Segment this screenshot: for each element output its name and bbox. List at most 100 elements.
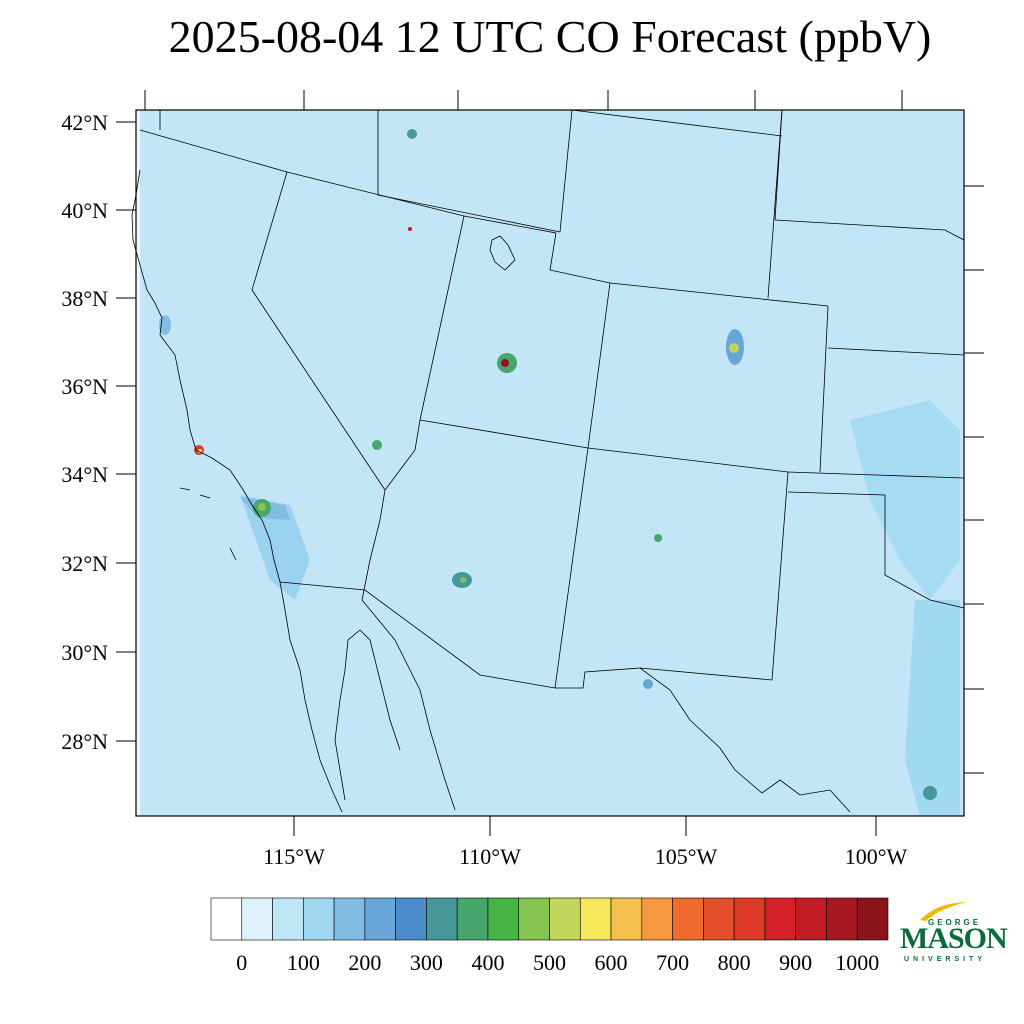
ut-az-border bbox=[419, 419, 589, 449]
nm-az-border bbox=[554, 447, 589, 689]
colorbar-swatch bbox=[641, 897, 673, 941]
colorbar-swatch bbox=[426, 897, 458, 941]
hotspot-monterrey bbox=[923, 786, 937, 800]
colorbar-label: 100 bbox=[287, 950, 320, 975]
colorbar-swatch bbox=[395, 897, 427, 941]
lat-label-34: 34°N bbox=[61, 462, 108, 487]
hotspot-vegas bbox=[372, 440, 382, 450]
co-nm-border bbox=[587, 447, 789, 473]
colorbar-labels: 0 100 200 300 400 500 600 700 800 900 1000 bbox=[236, 950, 879, 975]
channel-islands bbox=[179, 487, 237, 561]
colorbar-swatch bbox=[795, 897, 827, 941]
logo-line-university: UNIVERSITY bbox=[904, 956, 987, 963]
hotspot-fire-ca-core bbox=[198, 449, 202, 453]
lat-label-40: 40°N bbox=[61, 198, 108, 223]
colorbar-swatch bbox=[703, 897, 735, 941]
colorbar-swatch bbox=[364, 897, 396, 941]
hotspot-denver-core bbox=[729, 343, 739, 353]
colorbar-swatch bbox=[579, 897, 612, 941]
gulf-of-california-west bbox=[334, 629, 401, 801]
az-nv-river bbox=[361, 419, 421, 601]
ca-or-border bbox=[139, 129, 288, 173]
lon-label-100: 100°W bbox=[845, 844, 908, 869]
colorbar-swatch bbox=[610, 897, 643, 941]
hotspot-slc-core bbox=[501, 359, 509, 367]
ne-ks-border bbox=[827, 347, 965, 356]
colorbar-swatch bbox=[549, 897, 581, 941]
colorbar-swatch bbox=[303, 897, 335, 941]
great-salt-lake bbox=[489, 235, 516, 271]
hotspot-nv-fire bbox=[408, 227, 412, 231]
ut-wy-border bbox=[463, 215, 611, 284]
lon-labels: 115°W 110°W 105°W 100°W bbox=[263, 844, 907, 869]
lon-label-110: 110°W bbox=[459, 844, 521, 869]
colorbar-swatch bbox=[487, 897, 520, 941]
gmu-logo: GEORGE MASON UNIVERSITY bbox=[898, 898, 1008, 968]
colorbar-label: 700 bbox=[656, 950, 689, 975]
colorbar bbox=[210, 897, 889, 941]
lat-label-28: 28°N bbox=[61, 729, 108, 754]
lat-label-30: 30°N bbox=[61, 640, 108, 665]
co-field bbox=[136, 110, 964, 816]
wy-mt-border bbox=[571, 109, 783, 137]
nv-id-border bbox=[286, 171, 465, 217]
swoosh-icon bbox=[920, 902, 966, 921]
colorbar-label: 600 bbox=[595, 950, 628, 975]
colorbar-swatch bbox=[456, 897, 489, 941]
hotspot-abq bbox=[654, 534, 662, 542]
logo-line-mason: MASON bbox=[900, 922, 1008, 955]
colorbar-label: 300 bbox=[410, 950, 443, 975]
lat-labels: 42°N 40°N 38°N 36°N 34°N 32°N 30°N 28°N bbox=[61, 110, 108, 754]
colorbar-swatch bbox=[272, 897, 304, 941]
colorbar-swatch bbox=[518, 897, 550, 941]
lat-label-38: 38°N bbox=[61, 286, 108, 311]
ks-ok-border bbox=[787, 471, 965, 479]
colorbar-swatch bbox=[826, 897, 858, 941]
hotspot-elpaso bbox=[643, 679, 653, 689]
lat-label-36: 36°N bbox=[61, 374, 108, 399]
colorbar-swatch bbox=[856, 897, 889, 941]
gulf-patch bbox=[905, 600, 960, 816]
nm-tx-border bbox=[639, 471, 789, 681]
lat-label-42: 42°N bbox=[61, 110, 108, 135]
colorbar-swatch bbox=[210, 897, 243, 941]
baja-coast-west bbox=[279, 581, 343, 813]
co-wy-border bbox=[609, 282, 829, 307]
colorbar-swatch bbox=[333, 897, 366, 941]
colorbar-label: 500 bbox=[533, 950, 566, 975]
colorbar-label: 800 bbox=[718, 950, 751, 975]
top-ticks bbox=[144, 90, 903, 110]
mainland-mexico-coast bbox=[361, 599, 456, 811]
colorbar-swatch bbox=[764, 897, 796, 941]
id-wy-border bbox=[377, 110, 561, 233]
sd-nd-border bbox=[774, 109, 783, 221]
map-background bbox=[136, 110, 964, 816]
lat-ticks bbox=[116, 121, 136, 742]
lat-label-32: 32°N bbox=[61, 551, 108, 576]
co-ks-border bbox=[819, 305, 829, 473]
ut-nv-border bbox=[419, 215, 465, 421]
colorbar-label: 0 bbox=[236, 950, 247, 975]
ca-nv-border bbox=[251, 171, 386, 491]
colorbar-label: 200 bbox=[348, 950, 381, 975]
lon-label-115: 115°W bbox=[263, 844, 325, 869]
hotspot-phoenix-core bbox=[460, 577, 466, 583]
hotspot-la-core bbox=[258, 503, 266, 511]
colorbar-swatch bbox=[733, 897, 766, 941]
tx-ok-border bbox=[787, 491, 965, 609]
plot-frame bbox=[135, 109, 965, 817]
us-mexico-border bbox=[279, 581, 851, 813]
map-title: 2025-08-04 12 UTC CO Forecast (ppbV) bbox=[168, 11, 932, 62]
ut-co-border bbox=[587, 282, 611, 449]
bottom-ticks bbox=[293, 816, 877, 836]
colorbar-swatch bbox=[241, 897, 273, 941]
lon-label-105: 105°W bbox=[655, 844, 718, 869]
colorbar-label: 900 bbox=[779, 950, 812, 975]
right-ticks bbox=[964, 185, 984, 774]
sd-ne-border bbox=[774, 219, 965, 241]
hotspot-idaho bbox=[407, 129, 417, 139]
colorbar-label: 1000 bbox=[835, 950, 879, 975]
colorbar-label: 400 bbox=[471, 950, 504, 975]
socal-patch bbox=[240, 495, 310, 600]
